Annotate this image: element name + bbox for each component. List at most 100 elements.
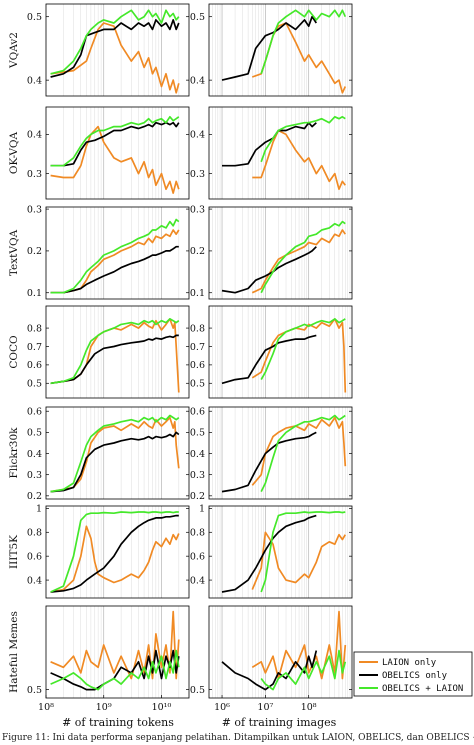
x-tick-label: 10¹⁰	[152, 702, 172, 713]
panel-11: 0.4 0.6 0.8 1	[190, 504, 353, 599]
panel-5: 0.1 0.2 0.3	[190, 204, 353, 300]
x-tick-label: 10⁸	[301, 702, 317, 713]
panel-13: 0.5 10⁶ 10⁷ 10⁸	[190, 605, 353, 713]
grid-11	[212, 506, 351, 598]
y-tick-label: 0.4	[27, 449, 42, 460]
y-tick-label: 0.4	[190, 449, 205, 460]
panel-1: 0.4 0.5	[190, 3, 353, 97]
y-tick-label: 0.1	[27, 288, 42, 299]
series-line-mix	[50, 414, 180, 493]
y-tick-label: 1	[199, 504, 205, 515]
series-line-mix	[50, 115, 180, 167]
grid-5	[212, 207, 351, 299]
panel-6: 0.5 0.6 0.7 0.8 COCO	[8, 305, 190, 399]
y-tick-label: 0.8	[190, 528, 205, 539]
series-line-obelics	[50, 649, 180, 691]
series-line-obelics	[50, 514, 179, 593]
plot-frame	[208, 305, 353, 399]
series-line-mix	[260, 414, 346, 492]
x-axis-labels: # of training tokens # of training image…	[62, 716, 337, 729]
panel-4: 0.1 0.2 0.3 TextVQA	[8, 204, 190, 300]
y-tick-label: 0.5	[27, 12, 42, 23]
legend: LAION only OBELICS only OBELICS + LAION	[353, 651, 473, 697]
y-tick-label: 0.4	[190, 75, 205, 86]
y-tick-label: 0.6	[27, 407, 42, 418]
series-line-obelics	[50, 19, 180, 78]
y-tick-label: 0.2	[27, 246, 42, 257]
legend-label-laion: LAION only	[382, 658, 437, 668]
panel-3: 0.3 0.4	[190, 106, 353, 200]
y-tick-label: 0.2	[27, 491, 42, 502]
series-line-mix	[260, 511, 346, 593]
y-tick-label: 0.5	[27, 379, 42, 390]
y-tick-label: 0.3	[27, 204, 42, 215]
panel-9: 0.2 0.3 0.4 0.5 0.6	[190, 406, 353, 502]
plot-frame	[45, 305, 190, 399]
y-axis-label: TextVQA	[8, 229, 20, 276]
y-axis-label: IIIT5K	[8, 535, 20, 569]
series-line-obelics	[221, 15, 318, 81]
series-line-mix	[50, 318, 180, 385]
grid-4	[63, 207, 180, 299]
series-line-obelics	[50, 121, 180, 167]
y-tick-label: 0.6	[190, 551, 205, 562]
plot-frame	[208, 605, 353, 699]
grid-1	[212, 4, 351, 96]
series-line-obelics	[50, 245, 179, 294]
legend-label-mix: OBELICS + LAION	[382, 684, 463, 694]
y-tick-label: 0.3	[190, 169, 205, 180]
series-line-laion	[251, 416, 347, 486]
y-axis-label: OK-VQA	[8, 131, 20, 174]
series-line-obelics	[221, 650, 318, 691]
legend-label-obelics: OBELICS only	[382, 671, 448, 681]
y-tick-label: 0.2	[190, 246, 205, 257]
plot-frame	[208, 206, 353, 300]
y-tick-label: 0.3	[190, 470, 205, 481]
x-tick-label: 10⁹	[96, 702, 112, 713]
panel-7: 0.5 0.6 0.7 0.8	[190, 305, 353, 399]
series-line-laion	[251, 531, 347, 590]
x-label-images: # of training images	[222, 716, 337, 729]
grid-8	[63, 407, 180, 499]
y-tick-label: 0.6	[27, 360, 42, 371]
series-line-laion	[50, 22, 180, 94]
y-tick-label: 0.7	[27, 342, 42, 353]
grid-13	[212, 606, 351, 698]
y-tick-label: 0.4	[27, 130, 42, 141]
series-line-mix	[260, 9, 347, 75]
plot-frame	[208, 3, 353, 97]
series-line-mix	[50, 218, 180, 294]
series-line-laion	[252, 129, 346, 191]
series-line-mix	[260, 220, 346, 294]
y-tick-label: 0.4	[190, 130, 205, 141]
plot-frame	[208, 406, 353, 500]
y-tick-label: 1	[36, 504, 42, 515]
plot-frame	[45, 106, 190, 200]
x-label-tokens: # of training tokens	[62, 716, 174, 729]
y-tick-label: 0.5	[190, 379, 205, 390]
y-tick-label: 0.5	[27, 428, 42, 439]
series-line-mix	[50, 649, 180, 691]
x-tick-label: 10⁷	[257, 702, 273, 713]
plot-frame	[45, 406, 190, 500]
series-line-laion	[251, 318, 347, 393]
series-line-laion	[50, 229, 180, 294]
series-line-laion	[50, 125, 180, 194]
panel-0: 0.4 0.5 VQAv2	[8, 3, 190, 97]
series-line-mix	[260, 318, 346, 381]
series-line-laion	[50, 416, 180, 493]
y-tick-label: 0.7	[190, 342, 205, 353]
y-tick-label: 0.3	[27, 169, 42, 180]
plot-frame	[208, 106, 353, 200]
series-line-mix	[260, 649, 347, 691]
y-tick-label: 0.4	[27, 75, 42, 86]
grid-3	[212, 107, 351, 199]
plot-frame	[45, 505, 190, 599]
series-line-obelics	[221, 334, 317, 385]
y-tick-label: 0.5	[27, 685, 42, 696]
y-axis-label: COCO	[8, 335, 20, 369]
series-line-obelics	[221, 246, 317, 294]
y-tick-label: 0.8	[27, 323, 42, 334]
grid-6	[63, 306, 180, 398]
panel-12: 0.5 10⁸ 10⁹ 10¹⁰ Hateful Memes	[8, 605, 190, 713]
